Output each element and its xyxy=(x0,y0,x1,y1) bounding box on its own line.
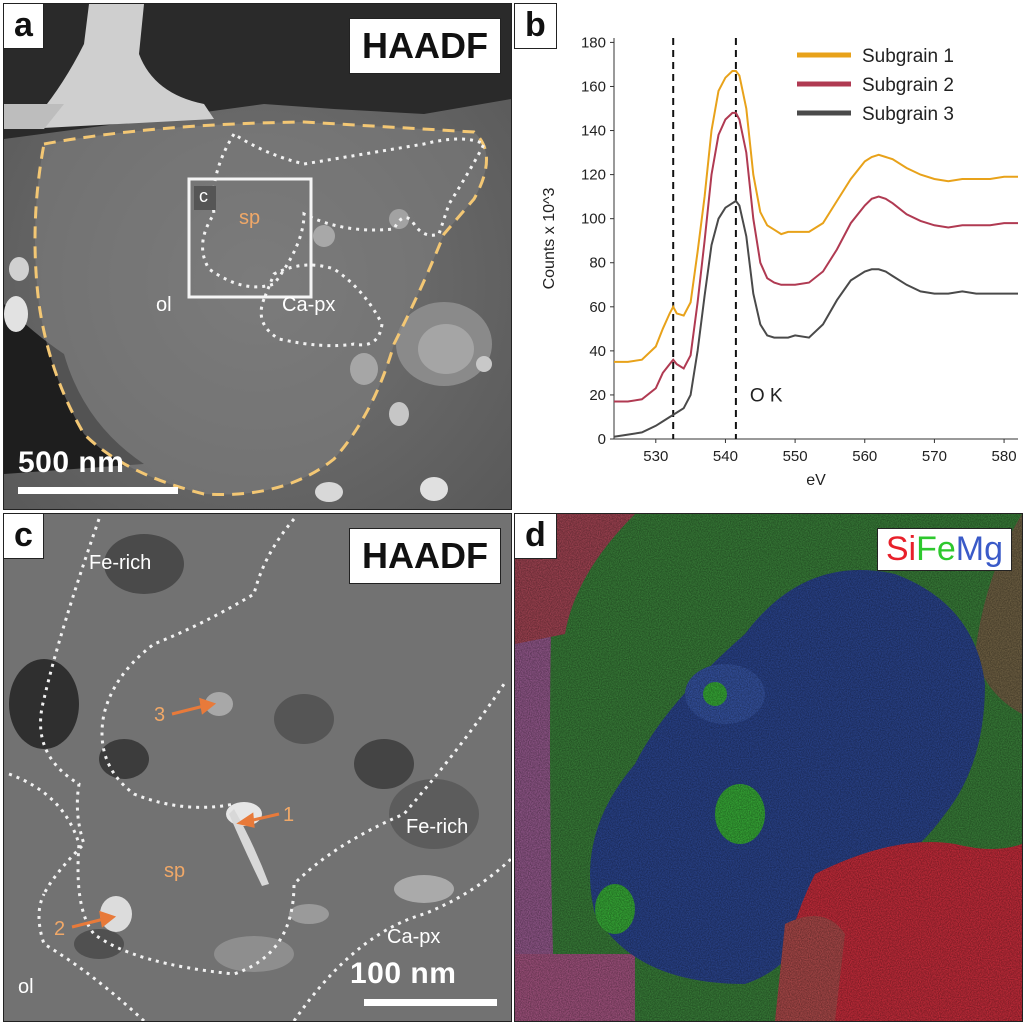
panel-a-haadf-image: c sp ol Ca-px a HAADF 500 nm xyxy=(3,3,512,510)
inset-box xyxy=(187,177,313,299)
legend-label-2: Subgrain 2 xyxy=(862,75,954,96)
si-label: Si xyxy=(885,530,917,568)
fe-label: Fe xyxy=(916,530,956,568)
y-tick-label: 160 xyxy=(581,78,606,95)
panel-letter-b: b xyxy=(514,3,557,49)
y-tick-label: 140 xyxy=(581,123,606,140)
ca-px-label-c: Ca-px xyxy=(387,926,441,948)
x-tick-label: 580 xyxy=(992,448,1017,465)
haadf-label-a: HAADF xyxy=(349,18,501,74)
eels-spectrum-chart: 0 20 40 60 80 100 120 140 160 180 530 540 550 560 570 5… xyxy=(541,34,1018,489)
scalebar-label-a: 500 nm xyxy=(18,446,125,479)
sp-label: sp xyxy=(239,207,261,229)
y-tick-label: 0 xyxy=(598,431,606,448)
y-tick-label: 80 xyxy=(589,255,606,272)
x-axis-label: eV xyxy=(806,472,826,489)
arrow-label-2: 2 xyxy=(54,918,66,940)
y-tick-label: 20 xyxy=(589,387,606,404)
y-axis-label: Counts x 10^3 xyxy=(541,188,558,290)
x-tick-label: 530 xyxy=(643,448,668,465)
panel-c-haadf-image: Fe-rich Fe-rich Ca-px sp ol 1 2 3 c HAAD… xyxy=(3,513,512,1022)
ol-label: ol xyxy=(156,294,172,316)
panel-d-eds-map: d SiFeMg xyxy=(514,513,1023,1022)
mg-label: Mg xyxy=(955,530,1003,568)
series-line-1 xyxy=(614,70,1018,363)
panel-letter-a: a xyxy=(4,4,44,49)
grain-outline xyxy=(33,120,488,497)
scalebar-label-c: 100 nm xyxy=(350,957,457,990)
panel-a-micrograph xyxy=(4,4,511,509)
panel-b-eels-chart: 0 20 40 60 80 100 120 140 160 180 530 540 550 560 570 5… xyxy=(514,3,1021,508)
series-line-3 xyxy=(613,199,1018,438)
arrow-label-1: 1 xyxy=(283,804,295,826)
x-tick-label: 570 xyxy=(922,448,947,465)
series-line-2 xyxy=(614,111,1018,403)
sp-label-c: sp xyxy=(164,860,186,882)
annotation-label: O K xyxy=(750,386,783,407)
fe-rich-label-right: Fe-rich xyxy=(406,816,469,838)
element-legend: SiFeMg xyxy=(876,528,1012,572)
y-tick-label: 40 xyxy=(589,343,606,360)
x-tick-label: 540 xyxy=(713,448,738,465)
panel-c-micrograph xyxy=(4,514,511,1021)
fe-rich-label-top: Fe-rich xyxy=(89,552,152,574)
haadf-label-c: HAADF xyxy=(349,528,501,584)
panel-d-element-map xyxy=(515,514,1022,1021)
ol-label-c: ol xyxy=(18,976,34,998)
y-tick-label: 180 xyxy=(581,34,606,51)
x-tick-label: 560 xyxy=(852,448,877,465)
arrow-label-3: 3 xyxy=(154,704,166,726)
y-tick-label: 100 xyxy=(581,211,606,228)
y-tick-label: 120 xyxy=(581,167,606,184)
legend-label-3: Subgrain 3 xyxy=(862,104,954,125)
x-tick-label: 550 xyxy=(783,448,808,465)
inset-label: c xyxy=(199,186,208,206)
y-tick-label: 60 xyxy=(589,299,606,316)
ca-px-label: Ca-px xyxy=(282,294,336,316)
panel-letter-d: d xyxy=(515,514,557,559)
legend-label-1: Subgrain 1 xyxy=(862,46,954,67)
panel-letter-c: c xyxy=(4,514,44,559)
